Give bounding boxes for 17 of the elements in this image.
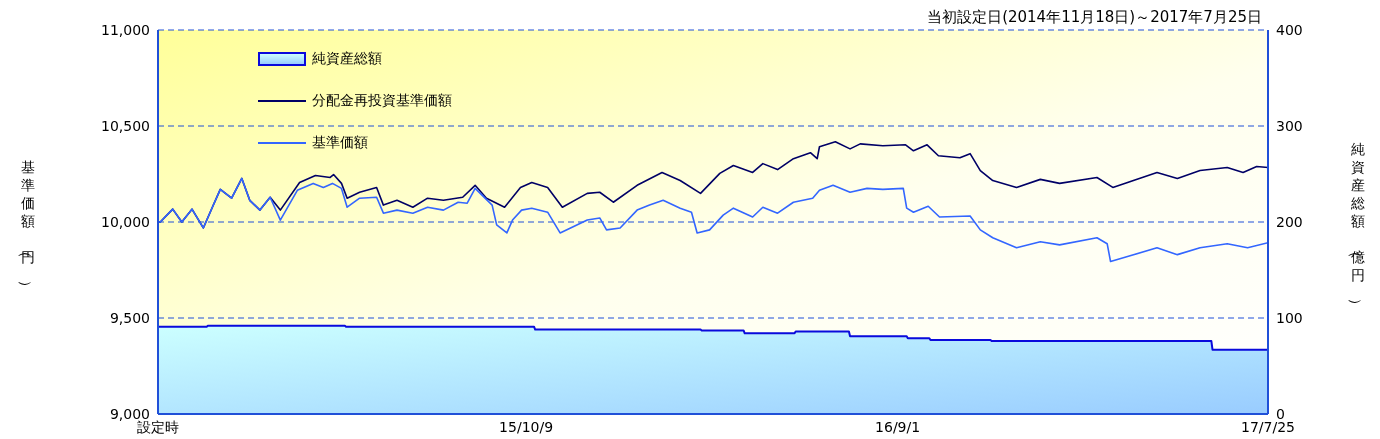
y2-tick-label: 100 xyxy=(1276,309,1303,326)
y-tick-label: 9,500 xyxy=(109,309,150,326)
legend-label: 純資産総額 xyxy=(312,50,382,68)
legend-label: 基準価額 xyxy=(312,134,368,152)
y-axis-title: 基準価額（円） xyxy=(18,159,35,294)
x-tick-label: 15/10/9 xyxy=(499,418,554,435)
text: 純資産総額（億円） xyxy=(1348,141,1365,312)
legend-label: 分配金再投資基準価額 xyxy=(312,92,452,110)
y-tick-label: 10,000 xyxy=(101,213,150,230)
y-tick-label: 10,500 xyxy=(101,117,150,134)
y-tick-label: 11,000 xyxy=(101,21,150,38)
x-tick-label: 16/9/1 xyxy=(875,418,921,435)
line-series xyxy=(158,177,1268,263)
y2-tick-label: 300 xyxy=(1276,117,1303,134)
chart-title: 当初設定日(2014年11月18日)～2017年7月25日 xyxy=(927,8,1262,27)
y2-tick-label: 200 xyxy=(1276,213,1303,230)
y2-tick-label: 400 xyxy=(1276,21,1303,38)
